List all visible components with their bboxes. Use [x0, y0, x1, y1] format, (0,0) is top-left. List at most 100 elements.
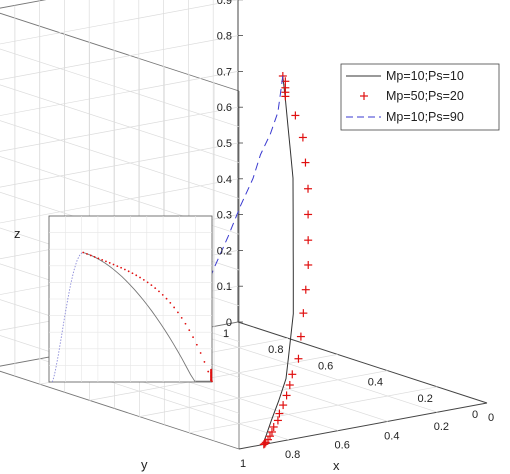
y-tick-label: 0.8	[268, 344, 283, 356]
series-2-marker	[298, 133, 307, 142]
x-tick-label: 0.4	[384, 430, 399, 442]
series-2-marker	[275, 409, 284, 418]
inset-red-dot	[146, 281, 149, 284]
inset-red-dot	[161, 293, 164, 296]
inset-red-dot	[97, 257, 100, 260]
box-edge	[0, 12, 240, 92]
legend-label-1: Mp=10;Ps=10	[386, 69, 464, 83]
inset-red-dot	[116, 265, 119, 267]
series-2-marker	[273, 416, 282, 425]
grid-line	[139, 370, 388, 417]
series-1-line	[263, 75, 294, 445]
z-tick-label: 0.2	[217, 245, 232, 257]
inset-red-dot	[139, 276, 141, 279]
inset-red-dot	[131, 272, 134, 275]
y-tick-label: 0.6	[318, 360, 333, 372]
series-2-marker	[301, 158, 310, 167]
y-axis-line	[237, 321, 488, 404]
legend-label-3: Mp=10;Ps=90	[386, 110, 464, 124]
legend-label-2: Mp=50;Ps=20	[386, 89, 464, 103]
series-2-marker	[265, 432, 274, 441]
inset-red-dot	[177, 311, 179, 314]
tick-labels: 00.10.20.30.40.50.60.70.80.9100.20.40.60…	[217, 0, 494, 470]
inset-blue-line	[51, 252, 84, 383]
series-2-marker	[261, 438, 270, 447]
inset-red-dot	[192, 336, 194, 339]
inset-red-dot	[188, 329, 191, 332]
grid-line	[0, 35, 239, 81]
inset-plot	[48, 215, 213, 383]
inset-red-dot	[127, 270, 130, 273]
series-2-marker	[260, 439, 269, 448]
series-2-marker	[294, 354, 303, 363]
grid-line	[0, 48, 240, 128]
series-2-marker	[304, 210, 313, 219]
inset-red-dot	[150, 284, 153, 287]
z-tick-label: 0.3	[217, 210, 232, 222]
grid-line	[0, 120, 240, 199]
y-axis-label: y	[141, 457, 148, 472]
inset-red-dot	[120, 266, 123, 269]
inset-red-dot	[169, 301, 172, 304]
grid-line	[189, 386, 438, 434]
z-tick-label: 0	[226, 317, 232, 329]
inset-red-dot	[82, 251, 85, 254]
inset-red-dot	[108, 262, 111, 264]
series-2-marker	[279, 401, 288, 410]
inset-solid-line	[83, 252, 212, 382]
series-2-marker	[304, 184, 313, 193]
x-tick-label: 0.8	[285, 449, 300, 461]
x-tick-label: 1	[240, 458, 246, 470]
series-2-marker	[267, 427, 276, 436]
inset-red-dot	[135, 274, 138, 277]
z-tick-label: 0.1	[217, 281, 232, 293]
inset-red-dot	[105, 260, 107, 263]
series-2-marker	[259, 440, 268, 449]
series-2-marker	[285, 381, 294, 390]
z-tick-label: 0.4	[217, 174, 232, 186]
inset-red-dot	[89, 254, 92, 257]
series-2-marker	[296, 332, 305, 341]
z-tick-label: 0.8	[217, 31, 232, 43]
z-tick-label: 0.7	[217, 66, 232, 78]
inset-red-dot	[158, 290, 160, 293]
z-axis-label: z	[14, 226, 21, 241]
legend-marker-plus	[360, 92, 368, 100]
y-tick-label: 0.2	[418, 393, 433, 405]
inset-red-dot	[195, 343, 198, 346]
series-2-marker	[291, 111, 300, 120]
inset-red-dot	[210, 368, 213, 371]
y-tick-label: 1	[223, 328, 229, 340]
box-edge	[0, 0, 47, 9]
x-axis-label: x	[333, 458, 340, 473]
inset-red-dot	[123, 268, 126, 271]
y-tick-label: 0.4	[368, 377, 383, 389]
series-2-marker	[282, 391, 291, 400]
inset-red-dot	[112, 263, 115, 266]
series-2-marker	[288, 370, 297, 379]
inset-red-dot	[86, 253, 88, 255]
inset-red-dot	[207, 370, 210, 373]
legend-box	[340, 63, 500, 131]
z-tick-label: 0.6	[217, 102, 232, 114]
series-2-marker	[281, 92, 290, 101]
series-2-marker	[299, 309, 308, 318]
y-tick-label: 0	[472, 409, 478, 421]
grid-line	[0, 0, 239, 45]
inset-red-dot	[93, 256, 96, 258]
inset-red-dot	[199, 352, 202, 354]
x-tick-label: 0.6	[335, 440, 350, 452]
series-2-marker	[304, 236, 313, 245]
x-tick-label: 0.2	[434, 421, 449, 433]
series-2-marker	[269, 422, 278, 431]
inset-red-dot	[184, 322, 187, 325]
inset-red-dot	[165, 297, 168, 300]
inset-red-dot	[203, 361, 206, 363]
x-tick-label: 0	[488, 412, 494, 424]
series-2-marker	[304, 260, 313, 269]
grid-line	[0, 84, 240, 163]
inset-red-dot	[142, 278, 145, 281]
inset-red-dot	[101, 258, 104, 261]
z-tick-label: 0.9	[217, 0, 232, 7]
